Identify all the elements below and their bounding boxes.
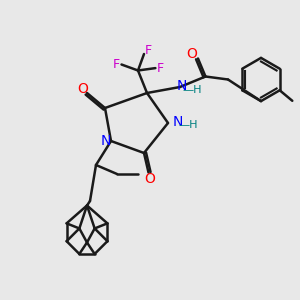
Text: F: F	[145, 44, 152, 58]
Text: N: N	[100, 134, 111, 148]
Text: —H: —H	[178, 120, 198, 130]
Text: F: F	[157, 61, 164, 75]
Text: O: O	[186, 47, 197, 61]
Text: N: N	[172, 115, 183, 128]
Text: —H: —H	[182, 85, 202, 95]
Text: N: N	[176, 80, 187, 93]
Text: O: O	[145, 172, 155, 186]
Text: F: F	[112, 58, 120, 71]
Text: O: O	[77, 82, 88, 96]
